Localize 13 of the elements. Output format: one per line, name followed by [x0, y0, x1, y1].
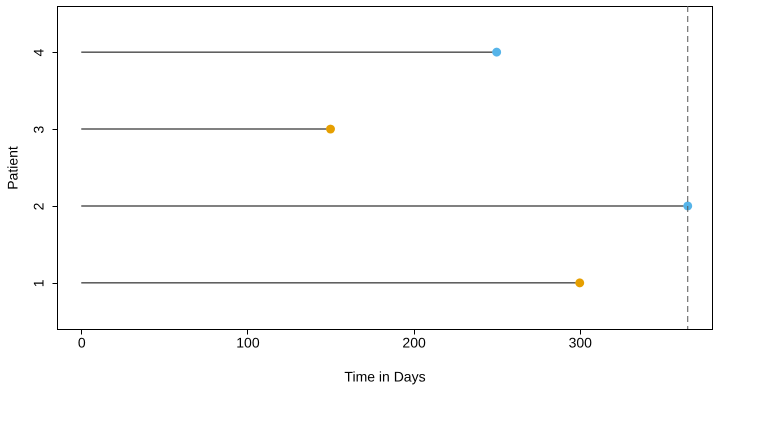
x-axis-title: Time in Days [344, 368, 426, 384]
y-tick-label: 4 [30, 48, 46, 57]
y-tick-label: 2 [30, 202, 46, 210]
x-tick-label: 100 [236, 334, 260, 350]
point [575, 278, 584, 288]
x-tick-label: 0 [78, 334, 86, 350]
y-tick-label: 1 [30, 279, 46, 288]
y-tick-label: 3 [30, 125, 46, 134]
point [492, 48, 502, 57]
point [326, 124, 335, 134]
x-tick-label: 200 [402, 334, 426, 350]
x-tick-label: 300 [568, 334, 592, 350]
y-axis-title: Patient [4, 146, 20, 190]
